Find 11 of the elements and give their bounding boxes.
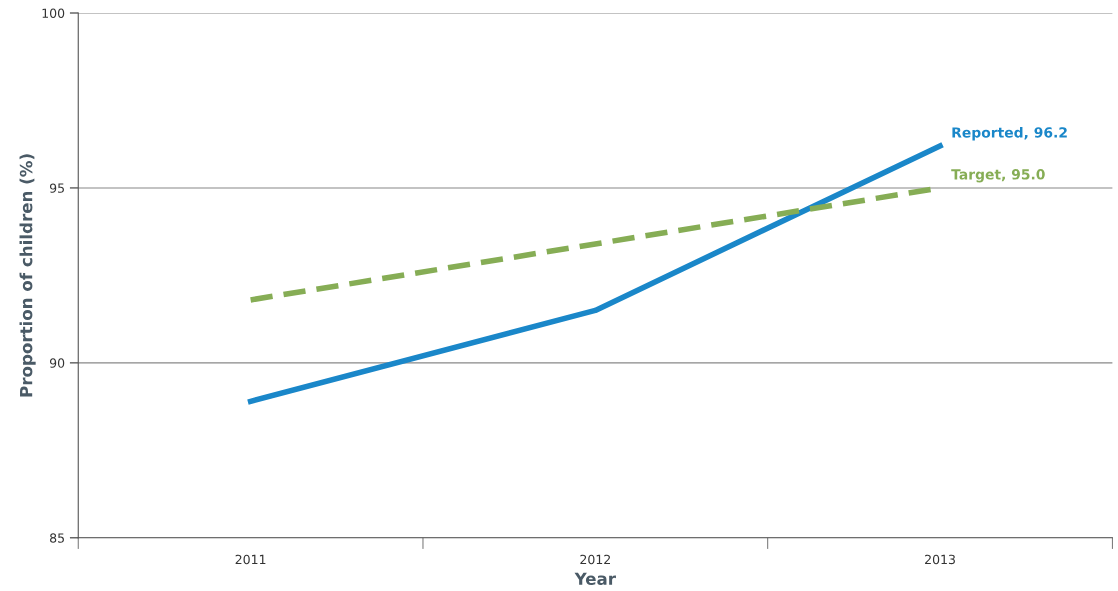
y-tick-label: 100: [42, 8, 65, 18]
data-label: Reported, 96.2: [952, 126, 1067, 141]
data-label: Target, 95.0: [951, 169, 1045, 183]
x-axis-title: Year: [574, 572, 616, 586]
y-tick-label: 90: [49, 358, 65, 368]
y-axis-title: Proportion of children (%): [19, 154, 36, 397]
x-tick-label: 2013: [925, 554, 955, 565]
y-tick-label: 85: [50, 533, 64, 543]
x-tick-label: 2012: [580, 554, 610, 565]
x-tick-label: 2011: [235, 554, 266, 565]
y-tick-label: 95: [49, 183, 64, 193]
